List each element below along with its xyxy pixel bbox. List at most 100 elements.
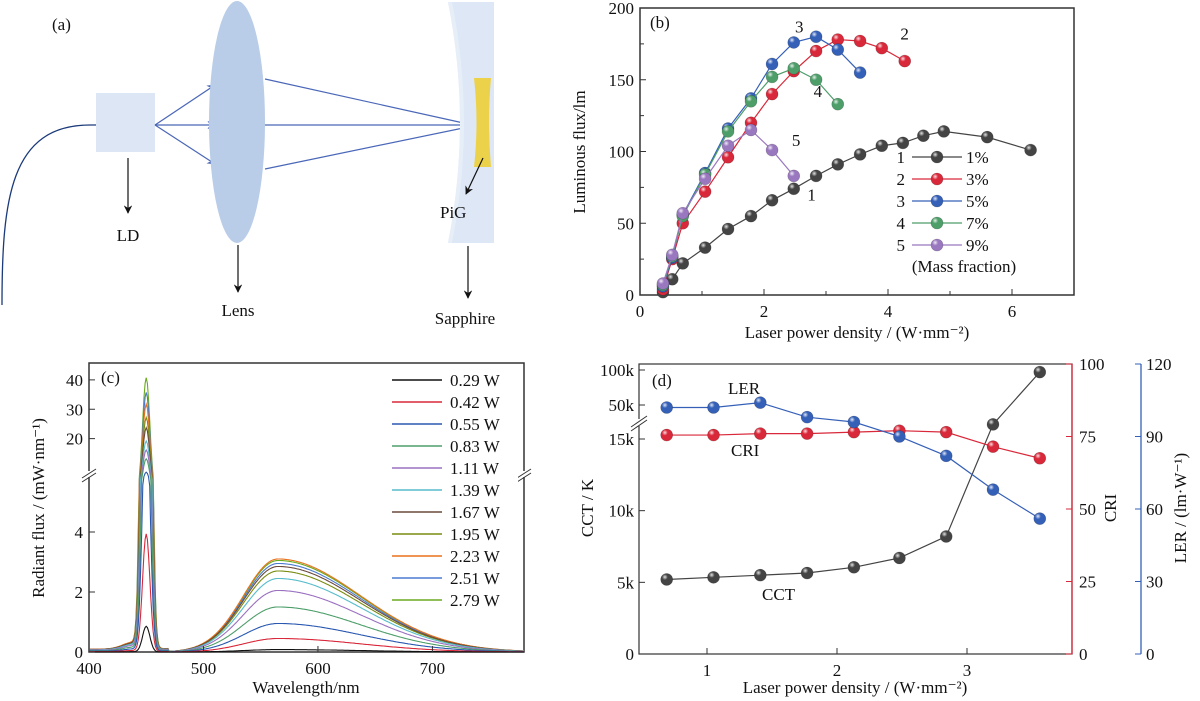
data-point-9%-shine	[766, 144, 779, 157]
legend-marker-shine	[931, 217, 943, 229]
data-point-7%-shine	[744, 95, 757, 108]
data-point-7%-shine	[787, 62, 800, 75]
data-point-3%-shine	[766, 88, 779, 101]
data-point-1%-shine	[722, 222, 735, 235]
series-annotation: 1	[807, 185, 816, 204]
legend-index: 5	[897, 236, 906, 255]
axis-break-right	[516, 472, 532, 483]
panel-d-xlabel: Laser power density / (W·mm⁻²)	[743, 678, 968, 697]
data-point-LER	[1033, 512, 1047, 525]
data-point-CRI	[660, 428, 674, 442]
panel-d-ytick-left-label: 10k	[609, 502, 635, 521]
data-point-7%-shine	[831, 98, 844, 111]
data-point-CCT-shine	[660, 573, 673, 586]
fiber-cable	[1, 124, 96, 306]
data-point-1%-shine	[831, 158, 844, 171]
focus-beam-bottom	[264, 124, 469, 170]
data-point-CRI	[1033, 451, 1047, 465]
data-point-CRI-shine	[754, 427, 767, 440]
spectrum-1.11W	[89, 448, 524, 653]
data-point-7%	[744, 94, 758, 108]
panel-b-xtick-label: 2	[760, 302, 769, 321]
data-point-LER-shine	[847, 416, 860, 428]
panel-c-xtick-label: 400	[76, 659, 102, 678]
sapphire-label: Sapphire	[435, 309, 495, 328]
panel-b-chart: (b) 0 2 4 6 0 50 100 150 200 3 2 4 5 1 1 1% 2 3% 3 5% 4 7% 5…	[570, 0, 1075, 342]
axis-break-left	[81, 468, 97, 479]
data-point-CRI	[847, 425, 861, 439]
data-point-CCT	[800, 566, 814, 580]
data-point-9%	[665, 248, 679, 262]
panel-d-xtick-label: 2	[833, 661, 842, 680]
legend-label: 0.42 W	[450, 393, 501, 412]
cri-tick-label: 100	[1079, 355, 1105, 374]
cri-tick-label: 50	[1079, 500, 1096, 519]
panel-d-xtick-label: 3	[963, 661, 972, 680]
data-point-7%-shine	[722, 125, 735, 138]
data-point-LER	[800, 410, 814, 424]
ler-tick-label: 60	[1146, 500, 1163, 519]
cri-tick-label: 0	[1079, 645, 1088, 664]
panel-a-diagram: (a) LD Lens PiG Sapphire	[1, 1, 495, 328]
panel-c-xtick-label: 500	[191, 659, 217, 678]
beam-arrow-down	[154, 124, 216, 165]
legend-marker	[930, 172, 944, 186]
legend-label: 1%	[966, 148, 989, 167]
data-point-1%-shine	[766, 194, 779, 207]
data-point-CRI-shine	[940, 426, 953, 439]
data-point-1%-shine	[676, 257, 689, 270]
data-point-1%-shine	[854, 148, 867, 161]
data-point-3%	[698, 185, 712, 198]
data-point-1%	[744, 209, 758, 223]
data-point-CCT	[660, 573, 674, 586]
legend-index: 3	[897, 192, 906, 211]
panel-b-ytick-label: 0	[626, 286, 635, 305]
series-annotation: 2	[900, 25, 909, 44]
data-point-1%	[896, 136, 910, 150]
data-point-5%	[765, 57, 779, 71]
legend-marker-shine	[931, 151, 943, 163]
data-point-CCT-shine	[940, 530, 953, 543]
data-point-3%-shine	[898, 55, 911, 68]
data-point-LER-shine	[940, 449, 953, 462]
legend-index: 1	[897, 148, 906, 167]
data-point-3%-shine	[875, 42, 888, 55]
legend-label: 1.95 W	[450, 525, 501, 544]
legend-label: 1.11 W	[450, 459, 500, 478]
data-point-3%-shine	[699, 185, 712, 198]
panel-d-chart: (d) 1 2 305k10k15k50k100k02550751000306090…	[578, 355, 1190, 697]
pig-pointer-arrow	[465, 157, 484, 195]
data-point-LER	[707, 401, 720, 414]
series-annotation: 3	[795, 17, 804, 36]
data-point-9%	[698, 172, 712, 186]
data-point-CCT	[753, 568, 767, 582]
panel-c-ylabel: Radiant flux / (mW·nm⁻¹)	[29, 418, 48, 598]
pig-layer	[474, 78, 491, 167]
data-point-5%	[831, 43, 845, 56]
sapphire-edge	[448, 2, 464, 243]
data-point-7%	[787, 61, 801, 75]
data-point-LER	[660, 401, 674, 414]
data-point-3%	[809, 44, 823, 58]
series-annotation: 4	[814, 82, 823, 101]
legend-label: 3%	[966, 170, 989, 189]
legend-marker	[930, 194, 944, 208]
data-point-1%	[980, 130, 994, 144]
axis-break	[630, 415, 648, 428]
data-point-1%-shine	[937, 125, 950, 138]
spectrum-0.55W	[89, 471, 524, 653]
beam-arrow-up	[154, 84, 216, 126]
data-point-5%-shine	[766, 57, 779, 70]
panel-c-label: (c)	[101, 368, 120, 387]
cri-annotation: CRI	[731, 441, 760, 460]
data-point-1%	[875, 139, 889, 153]
data-point-LER-shine	[893, 430, 906, 443]
data-point-LER	[939, 449, 953, 463]
data-point-CCT	[1033, 365, 1047, 379]
data-point-7%	[721, 125, 735, 138]
data-point-9%	[721, 139, 735, 153]
data-point-CCT-shine	[801, 567, 814, 580]
panel-c-ytick-label: 20	[66, 430, 83, 449]
data-point-LER-shine	[754, 396, 767, 409]
